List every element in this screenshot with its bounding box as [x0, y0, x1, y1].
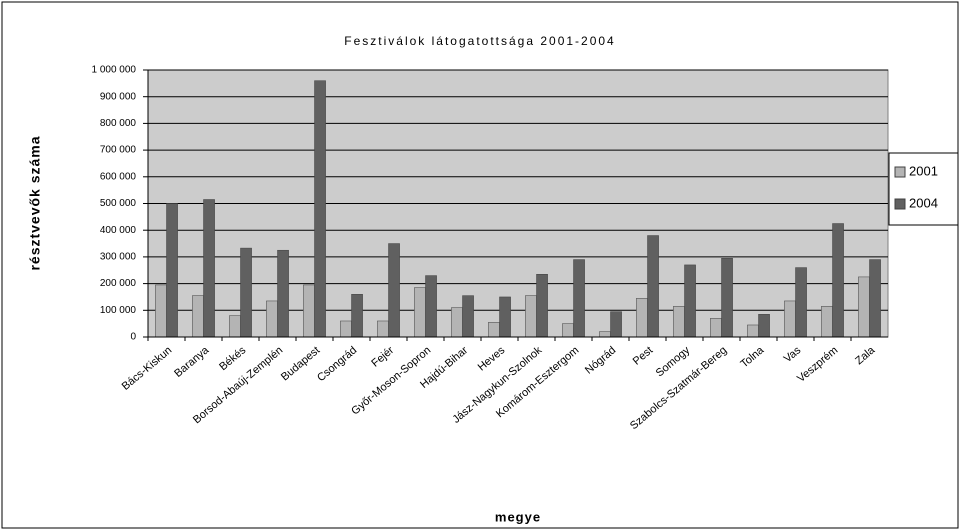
y-tick-label: 900 000	[100, 91, 137, 102]
bar	[277, 249, 289, 338]
legend-box	[888, 152, 959, 226]
bar	[303, 284, 315, 338]
bar	[673, 306, 685, 338]
bar	[610, 311, 622, 338]
bar	[784, 300, 796, 338]
bar	[240, 247, 252, 338]
bar	[192, 295, 204, 338]
bar	[425, 275, 437, 338]
bar	[488, 322, 500, 338]
bar	[710, 318, 722, 338]
bar	[155, 284, 167, 338]
y-tick-label: 0	[130, 332, 136, 343]
y-tick-label: 300 000	[100, 252, 137, 263]
bar	[166, 203, 178, 338]
legend-label: 2004	[909, 195, 938, 210]
bar	[229, 315, 241, 338]
bar	[858, 276, 870, 338]
bar	[573, 259, 585, 338]
bar	[462, 295, 474, 338]
y-tick-label: 800 000	[100, 118, 137, 129]
chart-title: Fesztiválok látogatottsága 2001-2004	[344, 34, 615, 48]
y-tick-label: 500 000	[100, 198, 137, 209]
bar	[203, 199, 215, 338]
y-tick-label: 600 000	[100, 171, 137, 182]
bar	[636, 298, 648, 338]
bar	[647, 235, 659, 338]
bar	[821, 306, 833, 338]
y-tick-label: 1 000 000	[92, 65, 137, 76]
y-tick-label: 400 000	[100, 225, 137, 236]
bar	[599, 331, 611, 338]
bar	[266, 300, 278, 338]
bar	[747, 324, 759, 338]
bar	[351, 294, 363, 338]
bar	[499, 296, 511, 338]
bar	[869, 259, 881, 338]
bar	[340, 320, 352, 338]
bar	[795, 267, 807, 338]
bar	[525, 295, 537, 338]
bar	[377, 320, 389, 338]
bar	[314, 80, 326, 338]
bar	[832, 223, 844, 338]
legend-swatch	[894, 166, 906, 178]
y-tick-label: 200 000	[100, 278, 137, 289]
y-tick-label: 100 000	[100, 305, 137, 316]
bar	[562, 323, 574, 338]
x-axis-title: megye	[495, 509, 541, 524]
bar	[721, 257, 733, 338]
bar	[414, 287, 426, 338]
legend-label: 2001	[909, 163, 938, 178]
bar	[758, 314, 770, 338]
y-axis-title: résztvevők száma	[27, 135, 43, 270]
bar	[536, 274, 548, 338]
bar	[388, 243, 400, 338]
bar	[684, 264, 696, 338]
bar	[451, 307, 463, 338]
y-tick-label: 700 000	[100, 145, 137, 156]
legend-swatch	[894, 198, 906, 210]
